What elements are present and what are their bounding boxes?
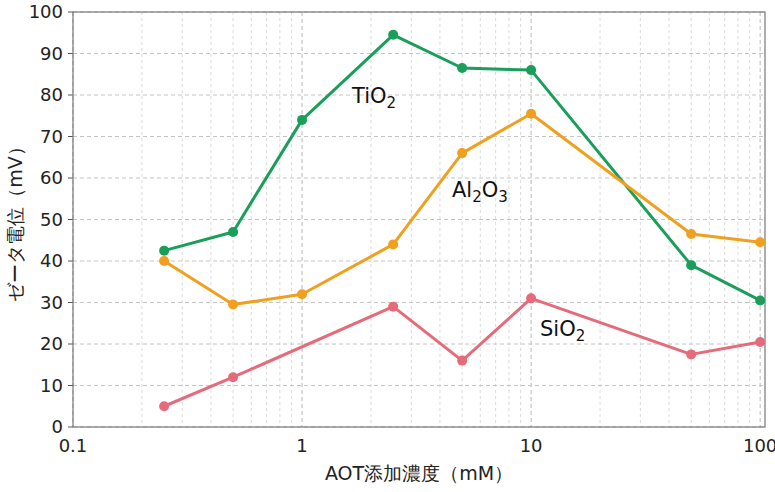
y-tick (68, 178, 73, 179)
series-marker (755, 295, 765, 305)
series-marker (388, 302, 398, 312)
chart: 0.11101000102030405060708090100TiO2Al2O3… (0, 0, 775, 492)
y-tick (68, 219, 73, 220)
series-label-part: O (482, 178, 499, 202)
y-tick (68, 302, 73, 303)
minor-grid-line (709, 12, 710, 427)
y-grid-line (73, 95, 765, 96)
series-marker (526, 109, 536, 119)
x-tick-label: 10 (520, 435, 543, 456)
series-label: TiO2 (351, 84, 396, 112)
series-marker (755, 337, 765, 347)
y-grid-line (73, 261, 765, 262)
series-line (164, 114, 760, 305)
series-marker (526, 65, 536, 75)
series-marker (686, 229, 696, 239)
minor-grid-line (749, 12, 750, 427)
series-label-part: 2 (472, 188, 482, 206)
y-axis-label: ゼータ電位（mV） (4, 137, 26, 302)
x-tick-label: 0.1 (59, 435, 88, 456)
x-tick-label: 100 (743, 435, 775, 456)
series-group (159, 30, 765, 411)
minor-grid-line (210, 12, 211, 427)
x-grid-line (302, 12, 303, 427)
series-marker (297, 289, 307, 299)
minor-grid-line (233, 12, 234, 427)
y-tick-label: 30 (40, 292, 63, 313)
y-grid-line (73, 385, 765, 386)
y-tick-label: 70 (40, 126, 63, 147)
y-tick (68, 53, 73, 54)
series-label: SiO2 (540, 317, 585, 345)
y-tick-label: 10 (40, 375, 63, 396)
y-tick (68, 385, 73, 386)
series-marker (228, 227, 238, 237)
series-marker (297, 115, 307, 125)
y-tick-label: 60 (40, 167, 63, 188)
series-label-part: 3 (498, 188, 508, 206)
y-tick (68, 136, 73, 137)
series-marker (457, 148, 467, 158)
series-marker (388, 239, 398, 249)
y-grid-line (73, 178, 765, 179)
grid (73, 12, 765, 427)
series-marker (457, 356, 467, 366)
series-marker (228, 300, 238, 310)
minor-grid-line (141, 12, 142, 427)
y-grid-line (73, 53, 765, 54)
y-tick (68, 344, 73, 345)
y-grid-line (73, 136, 765, 137)
x-tick-label: 1 (296, 435, 307, 456)
y-tick-label: 20 (40, 333, 63, 354)
plot-frame (73, 12, 765, 427)
y-tick (68, 427, 73, 428)
series-marker (159, 256, 169, 266)
series-marker (388, 30, 398, 40)
y-tick-label: 90 (40, 43, 63, 64)
minor-grid-line (520, 12, 521, 427)
series-label-part: 2 (387, 94, 397, 112)
series-marker (228, 372, 238, 382)
y-grid-line (73, 219, 765, 220)
series-label-part: TiO (351, 84, 387, 108)
series-marker (457, 63, 467, 73)
series-label-part: SiO (540, 317, 576, 341)
y-grid-line (73, 302, 765, 303)
series-marker (755, 237, 765, 247)
y-tick-label: 80 (40, 84, 63, 105)
y-tick (68, 12, 73, 13)
y-tick-label: 40 (40, 250, 63, 271)
y-tick (68, 95, 73, 96)
y-tick (68, 261, 73, 262)
series-marker (686, 260, 696, 270)
series-line (164, 35, 760, 301)
series-label-part: 2 (576, 327, 586, 345)
series-line (164, 298, 760, 406)
series-marker (159, 401, 169, 411)
series-label: Al2O3 (452, 178, 508, 206)
series-marker (686, 349, 696, 359)
series-marker (159, 246, 169, 256)
y-tick-label: 0 (52, 416, 63, 437)
minor-grid-line (266, 12, 267, 427)
series-label-part: Al (452, 178, 472, 202)
y-tick-label: 50 (40, 209, 63, 230)
y-tick-label: 100 (29, 1, 63, 22)
series-marker (526, 293, 536, 303)
x-axis-label: AOT添加濃度（mM） (325, 462, 513, 484)
